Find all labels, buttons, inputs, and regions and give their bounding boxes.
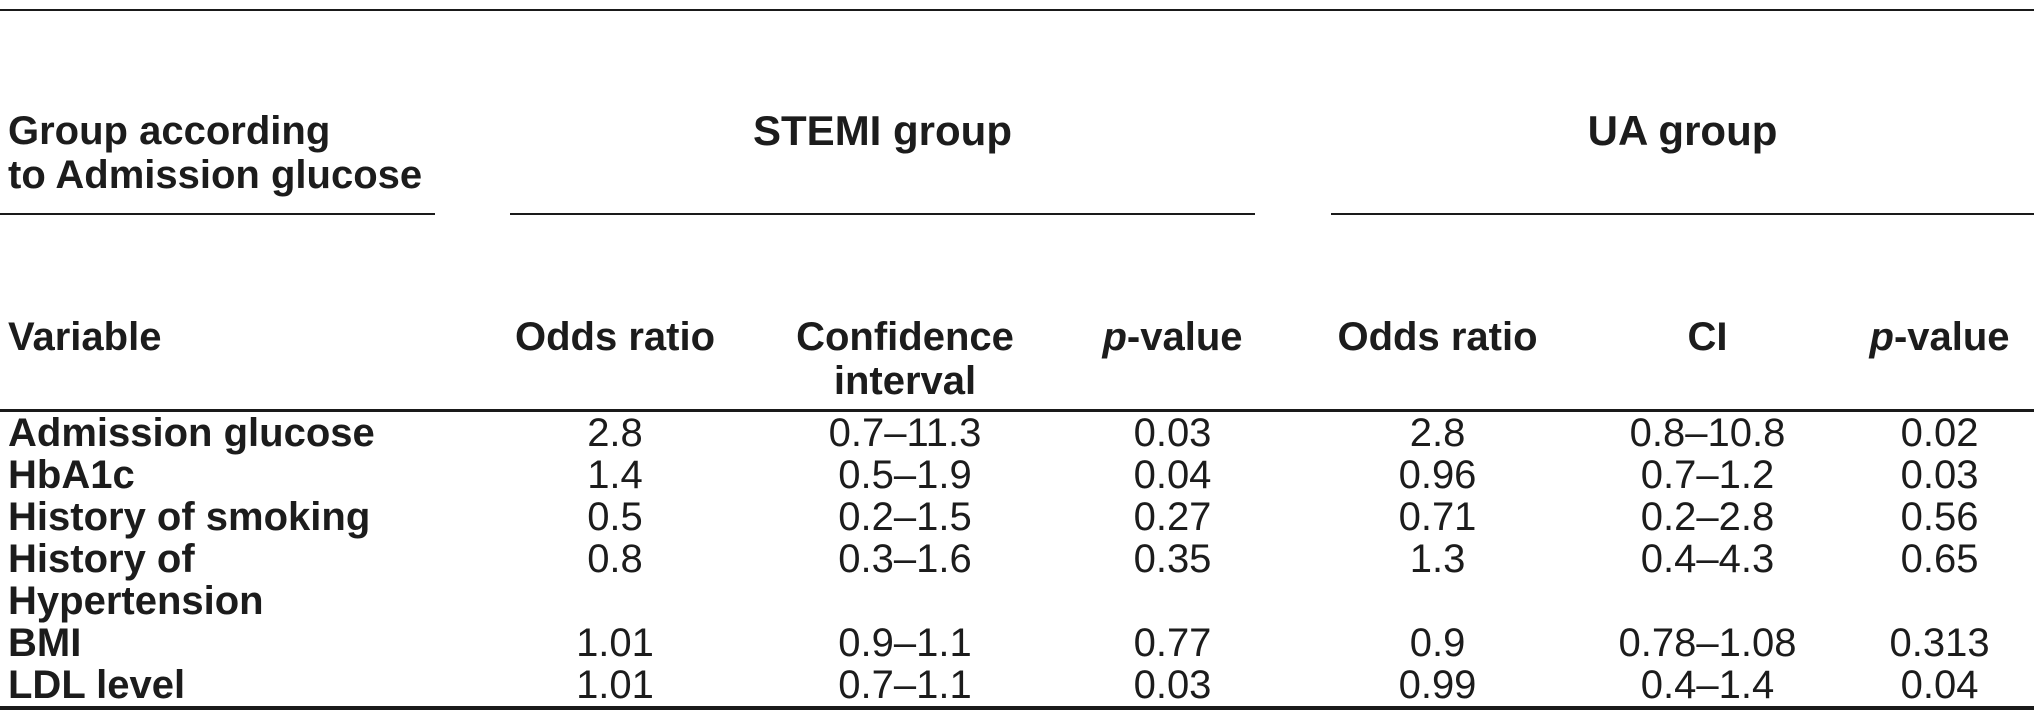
stemi-odds-ratio-value: 2.8 [587, 411, 643, 455]
table-row-ldl-level: LDL level 1.01 0.7–1.1 0.03 0.99 0.4–1.4… [0, 664, 2034, 708]
ua-ci-value: 0.2–2.8 [1640, 495, 1775, 539]
column-header-ua-ci: CI [1570, 305, 1846, 412]
ua-p-value: 0.03 [1900, 453, 1979, 497]
stemi-ci-value: 0.9–1.1 [838, 621, 972, 665]
ua-ci-value: 0.7–1.2 [1640, 453, 1775, 497]
ua-odds-ratio-value: 0.99 [1398, 663, 1477, 707]
ua-odds-ratio-value: 0.71 [1398, 495, 1477, 539]
ua-p-value: 0.313 [1889, 621, 1990, 665]
stemi-p-value: 0.03 [1133, 411, 1212, 455]
ua-ci-value: 0.8–10.8 [1629, 411, 1786, 455]
p-value-italic-p: p [1102, 315, 1127, 359]
stub-header-cell: Group according to Admission glucose [0, 10, 460, 305]
p-value-suffix: -value [1126, 315, 1243, 359]
p-value-suffix: -value [1893, 315, 2010, 359]
stemi-p-value: 0.27 [1133, 495, 1212, 539]
variable-label: History of smoking [8, 495, 371, 539]
ua-p-value: 0.02 [1900, 411, 1979, 455]
table-row-history-of-smoking: History of smoking 0.5 0.2–1.5 0.27 0.71… [0, 496, 2034, 538]
column-header-stemi-p-value: p-value [1040, 305, 1306, 412]
stemi-odds-ratio-value: 1.01 [576, 663, 654, 707]
variable-label: History of Hypertension [8, 537, 264, 623]
table-row-bmi: BMI 1.01 0.9–1.1 0.77 0.9 0.78–1.08 0.31… [0, 622, 2034, 664]
stub-header-label: Group according to Admission glucose [0, 109, 435, 215]
column-header-stemi-odds-ratio: Odds ratio [460, 305, 770, 412]
p-value-italic-p: p [1869, 315, 1894, 359]
table-body: Admission glucose 2.8 0.7–11.3 0.03 2.8 … [0, 411, 2034, 709]
column-header-variable: Variable [0, 305, 460, 412]
stemi-ci-value: 0.3–1.6 [838, 537, 972, 581]
stemi-p-value: 0.77 [1133, 621, 1212, 665]
ua-p-value: 0.65 [1900, 537, 1979, 581]
column-header-stemi-confidence-interval: Confidence interval [770, 305, 1040, 412]
ua-odds-ratio-value: 2.8 [1409, 411, 1466, 455]
stemi-odds-ratio-value: 1.4 [587, 453, 643, 497]
ua-p-value: 0.04 [1900, 663, 1979, 707]
column-header-ua-odds-ratio: Odds ratio [1305, 305, 1571, 412]
regression-results-table: Group according to Admission glucose STE… [0, 9, 2034, 710]
stemi-ci-value: 0.2–1.5 [838, 495, 972, 539]
column-header-ua-p-value: p-value [1845, 305, 2034, 412]
stemi-odds-ratio-value: 1.01 [576, 621, 654, 665]
ua-group-label: UA group [1331, 109, 2034, 215]
stemi-odds-ratio-value: 0.5 [587, 495, 643, 539]
stemi-group-header-cell: STEMI group [460, 10, 1305, 305]
stemi-ci-value: 0.5–1.9 [838, 453, 972, 497]
ua-odds-ratio-value: 1.3 [1409, 537, 1466, 581]
variable-label: LDL level [8, 663, 186, 707]
ua-ci-value: 0.4–4.3 [1640, 537, 1775, 581]
table-header: Group according to Admission glucose STE… [0, 10, 2034, 412]
ua-group-header-cell: UA group [1305, 10, 2034, 305]
column-header-row: Variable Odds ratio Confidence interval … [0, 305, 2034, 412]
spanner-header-row: Group according to Admission glucose STE… [0, 10, 2034, 305]
ua-odds-ratio-value: 0.9 [1409, 621, 1466, 665]
stemi-ci-value: 0.7–11.3 [828, 411, 982, 455]
ua-p-value: 0.56 [1900, 495, 1979, 539]
table-row-admission-glucose: Admission glucose 2.8 0.7–11.3 0.03 2.8 … [0, 411, 2034, 455]
table-row-hba1c: HbA1c 1.4 0.5–1.9 0.04 0.96 0.7–1.2 0.03 [0, 454, 2034, 496]
stemi-odds-ratio-value: 0.8 [587, 537, 643, 581]
variable-label: Admission glucose [8, 411, 375, 455]
ua-ci-value: 0.78–1.08 [1618, 621, 1797, 665]
ua-odds-ratio-value: 0.96 [1398, 453, 1477, 497]
stemi-group-label: STEMI group [510, 109, 1256, 215]
ua-ci-value: 0.4–1.4 [1640, 663, 1775, 707]
stemi-ci-value: 0.7–1.1 [838, 663, 972, 707]
variable-label: HbA1c [8, 453, 135, 497]
stemi-p-value: 0.03 [1133, 663, 1212, 707]
table-row-history-of-hypertension: History of Hypertension 0.8 0.3–1.6 0.35… [0, 538, 2034, 622]
variable-label: BMI [8, 621, 82, 665]
stemi-p-value: 0.35 [1133, 537, 1212, 581]
stemi-p-value: 0.04 [1133, 453, 1212, 497]
